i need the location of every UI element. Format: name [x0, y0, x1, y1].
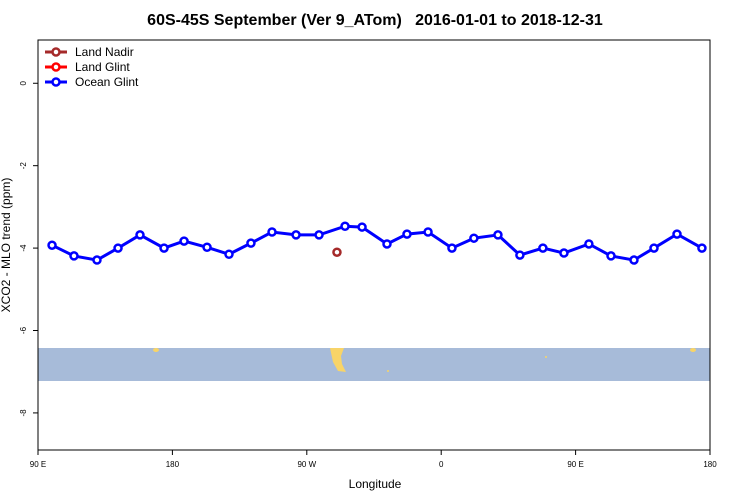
y-axis-label: XCO2 - MLO trend (ppm): [0, 178, 13, 313]
data-point: [224, 249, 234, 260]
x-tick-label: 0: [439, 460, 444, 469]
data-point: [246, 238, 256, 248]
data-point: [649, 243, 659, 253]
data-point: [629, 255, 639, 265]
map-band: [38, 348, 710, 381]
data-point: [382, 239, 392, 249]
x-tick-label: 90 E: [30, 460, 46, 469]
chart-title: 60S-45S September (Ver 9_ATom) 2016-01-0…: [147, 12, 603, 29]
x-tick-label: 90 E: [567, 460, 583, 469]
data-point: [697, 243, 707, 253]
x-tick-label: 90 W: [297, 460, 316, 469]
data-point: [314, 230, 324, 240]
data-point: [402, 229, 412, 239]
y-tick-label: 0: [19, 80, 28, 85]
plot-frame: [37, 39, 711, 451]
x-tick-label: 180: [166, 460, 180, 469]
data-point: [357, 222, 367, 232]
data-point: [447, 243, 457, 253]
data-point: [672, 229, 682, 239]
data-point: [332, 247, 342, 257]
series-line: [51, 224, 703, 262]
legend-marker: [51, 77, 61, 87]
data-point: [606, 251, 616, 261]
data-point: [202, 242, 212, 253]
y-tick-label: -6: [19, 326, 28, 334]
data-point: [69, 251, 79, 261]
x-tick-label: 180: [703, 460, 717, 469]
y-tick-label: -4: [19, 244, 28, 252]
legend-label: Land Glint: [75, 60, 130, 74]
x-axis-label: Longitude: [349, 477, 402, 491]
data-point: [159, 243, 169, 253]
data-point: [267, 227, 277, 237]
y-tick-label: -8: [19, 409, 28, 417]
legend-label: Land Nadir: [75, 45, 134, 59]
legend-label: Ocean Glint: [75, 75, 139, 89]
y-tick-label: -2: [19, 162, 28, 170]
data-point: [559, 248, 569, 258]
data-point: [469, 233, 479, 243]
data-point: [515, 250, 525, 260]
data-point: [493, 230, 503, 240]
data-point: [291, 230, 301, 240]
data-point: [135, 230, 145, 240]
legend-marker: [51, 62, 61, 72]
data-point: [538, 243, 548, 253]
data-point: [179, 236, 189, 246]
data-point: [584, 239, 594, 249]
data-point: [423, 227, 433, 237]
legend-marker: [51, 47, 61, 57]
data-point: [47, 240, 57, 250]
data-point: [340, 221, 350, 232]
data-point: [113, 243, 123, 253]
data-point: [92, 255, 102, 265]
